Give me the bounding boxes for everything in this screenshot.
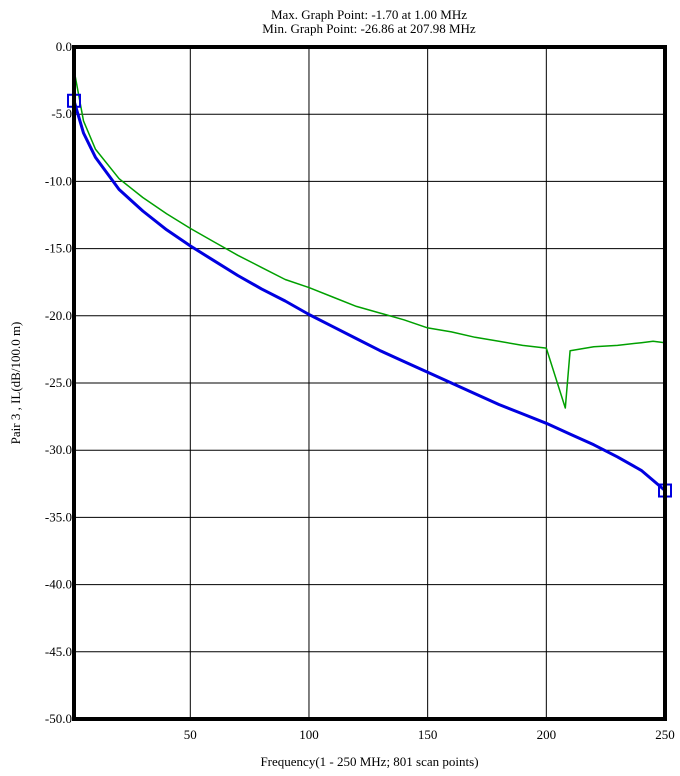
x-tick-label: 50 (184, 727, 197, 742)
y-tick-label: -15.0 (45, 241, 72, 256)
series-line-2 (72, 100, 666, 492)
x-tick-label: 250 (655, 727, 675, 742)
series-line-1 (73, 69, 666, 409)
y-tick-label: 0.0 (56, 39, 72, 54)
y-tick-label: -20.0 (45, 308, 72, 323)
y-tick-label: -25.0 (45, 375, 72, 390)
y-tick-label: -45.0 (45, 644, 72, 659)
x-tick-labels: 50 100 150 200 250 (184, 727, 675, 742)
plot-frame (72, 45, 667, 721)
y-axis-title: Pair 3 , IL(dB/100.0 m) (8, 322, 23, 445)
x-tick-label: 150 (418, 727, 438, 742)
x-tick-label: 200 (537, 727, 557, 742)
y-tick-label: -5.0 (51, 106, 72, 121)
y-tick-label: -10.0 (45, 173, 72, 188)
y-tick-labels: 0.0 -5.0 -10.0 -15.0 -20.0 -25.0 -30.0 -35.0 -40… (45, 39, 72, 726)
series-group (67, 69, 672, 498)
x-axis-title: Frequency(1 - 250 MHz; 801 scan points) (260, 754, 478, 769)
max-graph-point-text: Max. Graph Point: -1.70 at 1.00 MHz (270, 7, 468, 22)
min-graph-point-text: Min. Graph Point: -26.86 at 207.98 MHz (262, 21, 476, 36)
y-tick-label: -35.0 (45, 509, 72, 524)
y-tick-label: -50.0 (45, 711, 72, 726)
y-tick-label: -30.0 (45, 442, 72, 457)
y-tick-label: -40.0 (45, 577, 72, 592)
grid (74, 47, 665, 719)
x-tick-label: 100 (299, 727, 319, 742)
